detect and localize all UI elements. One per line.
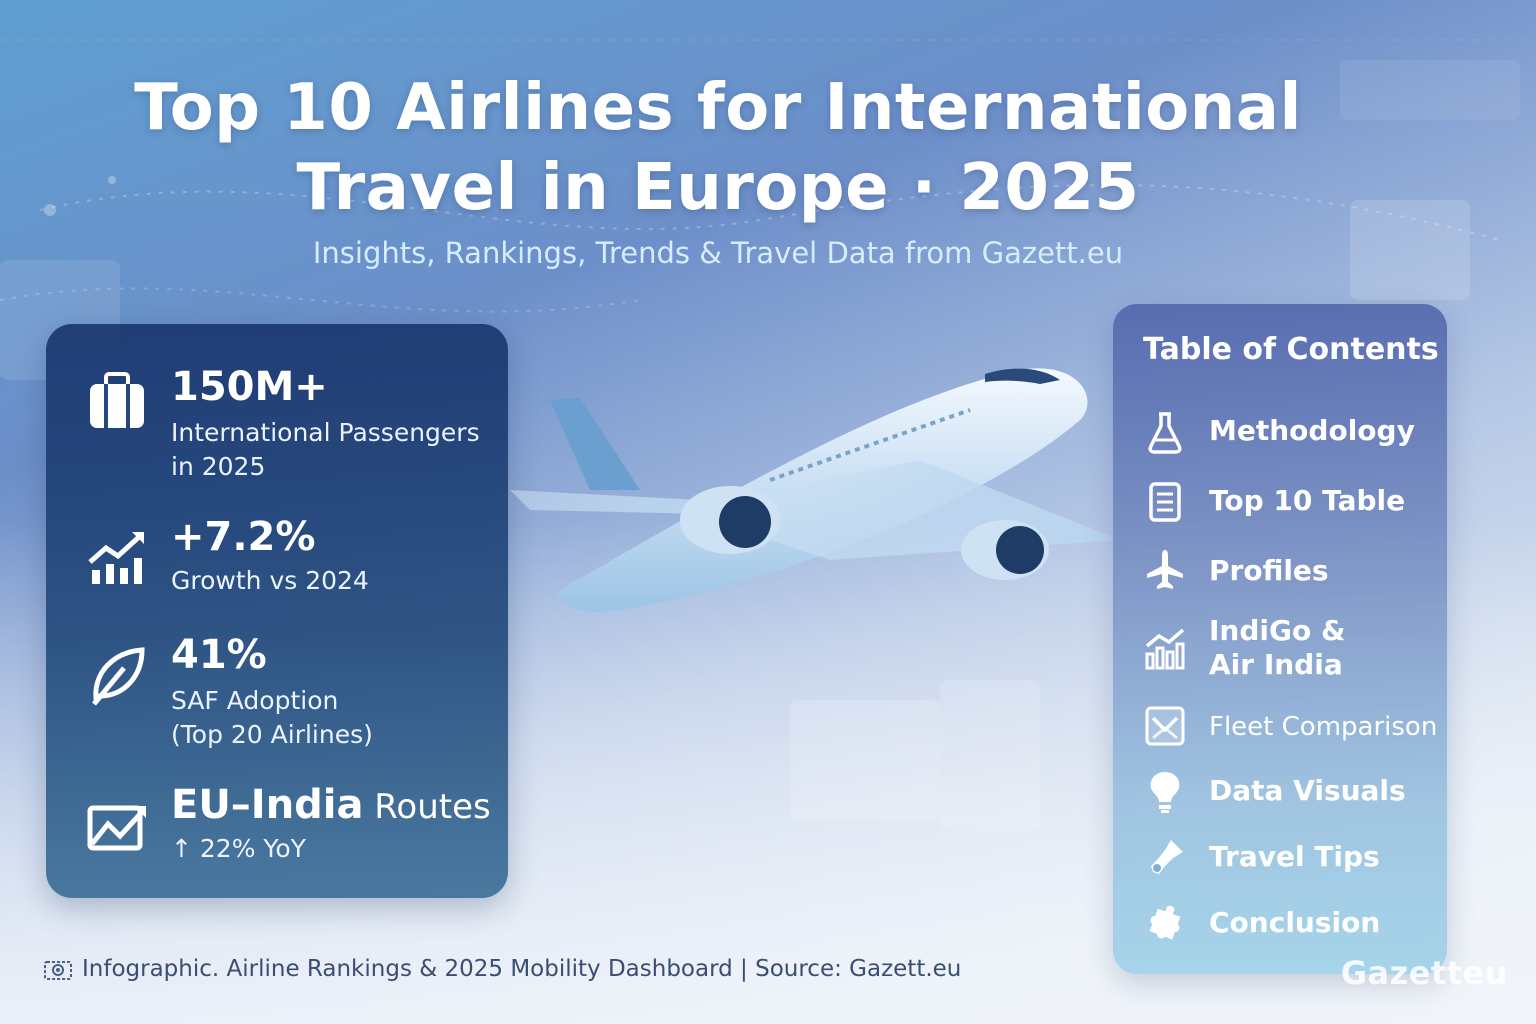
- airplane-illustration: [500, 340, 1120, 640]
- stat-label: International Passengers in 2025: [171, 418, 480, 481]
- brand-watermark: Gazetteu: [1340, 954, 1508, 992]
- flask-icon: [1143, 410, 1187, 454]
- title-line-1: Top 10 Airlines for International: [134, 71, 1302, 145]
- title-line-2: Travel in Europe · 2025: [296, 151, 1140, 225]
- growth-chart-icon: [84, 524, 150, 590]
- toc-item-travel-tips[interactable]: Travel Tips: [1113, 828, 1447, 888]
- stats-panel: 150M+ International Passengers in 2025 +…: [46, 324, 508, 898]
- toc-item-label: Travel Tips: [1209, 840, 1380, 873]
- toc-item-label: Profiles: [1209, 554, 1329, 587]
- stat-routes: EU–India Routes ↑ 22% YoY: [46, 782, 508, 872]
- stat-value: 41%: [171, 632, 267, 678]
- toc-item-top10-table[interactable]: Top 10 Table: [1113, 472, 1447, 532]
- stat-passengers: 150M+ International Passengers in 2025: [46, 364, 508, 494]
- toc-item-label: IndiGo & Air India: [1209, 614, 1346, 681]
- comparison-icon: [1143, 704, 1187, 748]
- stat-label: ↑ 22% YoY: [171, 834, 306, 863]
- toc-item-label: Methodology: [1209, 414, 1415, 447]
- toc-item-label: Fleet Comparison: [1209, 712, 1438, 742]
- toc-item-label: Conclusion: [1209, 906, 1381, 939]
- stat-saf: 41% SAF Adoption (Top 20 Airlines): [46, 632, 508, 752]
- toc-item-methodology[interactable]: Methodology: [1113, 402, 1447, 462]
- lightbulb-icon: [1143, 770, 1187, 814]
- toc-item-data-visuals[interactable]: Data Visuals: [1113, 762, 1447, 822]
- stat-growth: +7.2% Growth vs 2024: [46, 514, 508, 604]
- stat-value: 150M+: [171, 364, 328, 410]
- footer: Infographic. Airline Rankings & 2025 Mob…: [44, 956, 961, 982]
- toc-item-fleet-comparison[interactable]: Fleet Comparison: [1113, 696, 1447, 756]
- camera-icon: [44, 961, 72, 980]
- toc-item-indigo-air-india[interactable]: IndiGo & Air India: [1113, 614, 1447, 690]
- stat-value: EU–India Routes: [171, 782, 491, 828]
- bar-chart-icon: [1143, 626, 1187, 670]
- airplane-icon: [1143, 548, 1187, 592]
- puzzle-icon: [1143, 902, 1187, 946]
- route-map-icon: [84, 794, 150, 860]
- footer-text: Infographic. Airline Rankings & 2025 Mob…: [82, 956, 962, 982]
- leaf-icon: [84, 642, 150, 708]
- stat-label: SAF Adoption (Top 20 Airlines): [171, 686, 373, 749]
- page-subtitle: Insights, Rankings, Trends & Travel Data…: [312, 236, 1124, 270]
- page-title: Top 10 Airlines for International Travel…: [0, 68, 1436, 228]
- toc-item-conclusion[interactable]: Conclusion: [1113, 894, 1447, 954]
- toc-item-label: Data Visuals: [1209, 774, 1406, 807]
- stat-value: +7.2%: [171, 514, 316, 560]
- pin-icon: [1143, 836, 1187, 880]
- stat-label: Growth vs 2024: [171, 566, 369, 595]
- toc-item-profiles[interactable]: Profiles: [1113, 540, 1447, 600]
- suitcase-icon: [84, 368, 150, 434]
- toc-title: Table of Contents: [1143, 332, 1439, 367]
- document-icon: [1143, 480, 1187, 524]
- table-of-contents: Table of Contents Methodology Top 10 Tab…: [1113, 304, 1447, 974]
- toc-item-label: Top 10 Table: [1209, 484, 1406, 517]
